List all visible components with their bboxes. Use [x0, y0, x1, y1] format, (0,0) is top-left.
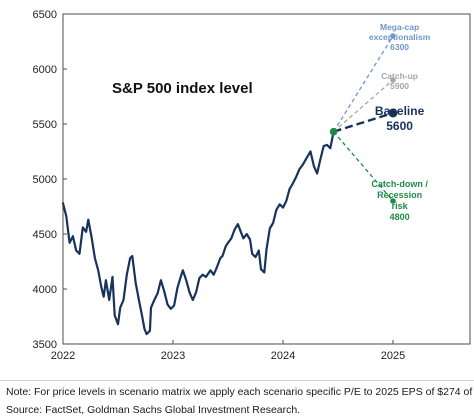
label-mega-cap-1: exceptionalism — [369, 32, 431, 42]
label-mega-cap-0: Mega-cap — [380, 22, 419, 32]
scenario-marker-1 — [390, 77, 396, 83]
y-tick-label-3500: 3500 — [33, 339, 57, 351]
y-axis: 3500 4000 4500 5000 5500 6000 6500 — [33, 9, 67, 351]
label-baseline-0: Baseline — [375, 104, 425, 118]
scenario-marker-0 — [390, 33, 396, 39]
chart-title: S&P 500 index level — [112, 80, 253, 97]
scenario-line-1 — [333, 79, 394, 133]
y-tick-label-4500: 4500 — [33, 229, 57, 241]
label-catch-down-2: risk — [392, 201, 409, 211]
x-tick-label-2023: 2023 — [161, 350, 185, 362]
label-catch-up-0: Catch-up — [381, 71, 418, 81]
scenario-line-0 — [333, 35, 394, 133]
y-tick-label-5000: 5000 — [33, 174, 57, 186]
footnote: Note: For price levels in scenario matri… — [6, 386, 474, 398]
scenario-line-3 — [333, 131, 394, 202]
label-catch-down-0: Catch-down / — [371, 179, 428, 189]
y-tick-label-5500: 5500 — [33, 119, 57, 131]
label-catch-up-1: 5900 — [390, 81, 409, 91]
label-baseline-1: 5600 — [386, 119, 413, 133]
x-tick-label-2024: 2024 — [271, 350, 295, 362]
series-layer — [61, 130, 335, 336]
x-tick-label-2022: 2022 — [51, 350, 75, 362]
scenario-origin-marker — [329, 127, 338, 136]
series-line-0 — [61, 130, 335, 336]
y-tick-label-6500: 6500 — [33, 9, 57, 21]
label-mega-cap-2: 6300 — [390, 42, 409, 52]
source-note: Source: FactSet, Goldman Sachs Global In… — [6, 404, 301, 416]
x-tick-label-2025: 2025 — [381, 350, 405, 362]
label-catch-down-1: Recession — [377, 190, 422, 200]
y-tick-label-6000: 6000 — [33, 64, 57, 76]
footer-divider — [0, 380, 474, 381]
y-tick-label-4000: 4000 — [33, 284, 57, 296]
scenario-marker-2 — [388, 108, 398, 118]
label-catch-down-3: 4800 — [390, 212, 410, 222]
scenario-layer — [329, 33, 398, 204]
x-axis: 2022 2023 2024 2025 — [51, 340, 405, 362]
scenario-marker-3 — [390, 198, 396, 204]
scenario-line-2 — [333, 111, 394, 133]
